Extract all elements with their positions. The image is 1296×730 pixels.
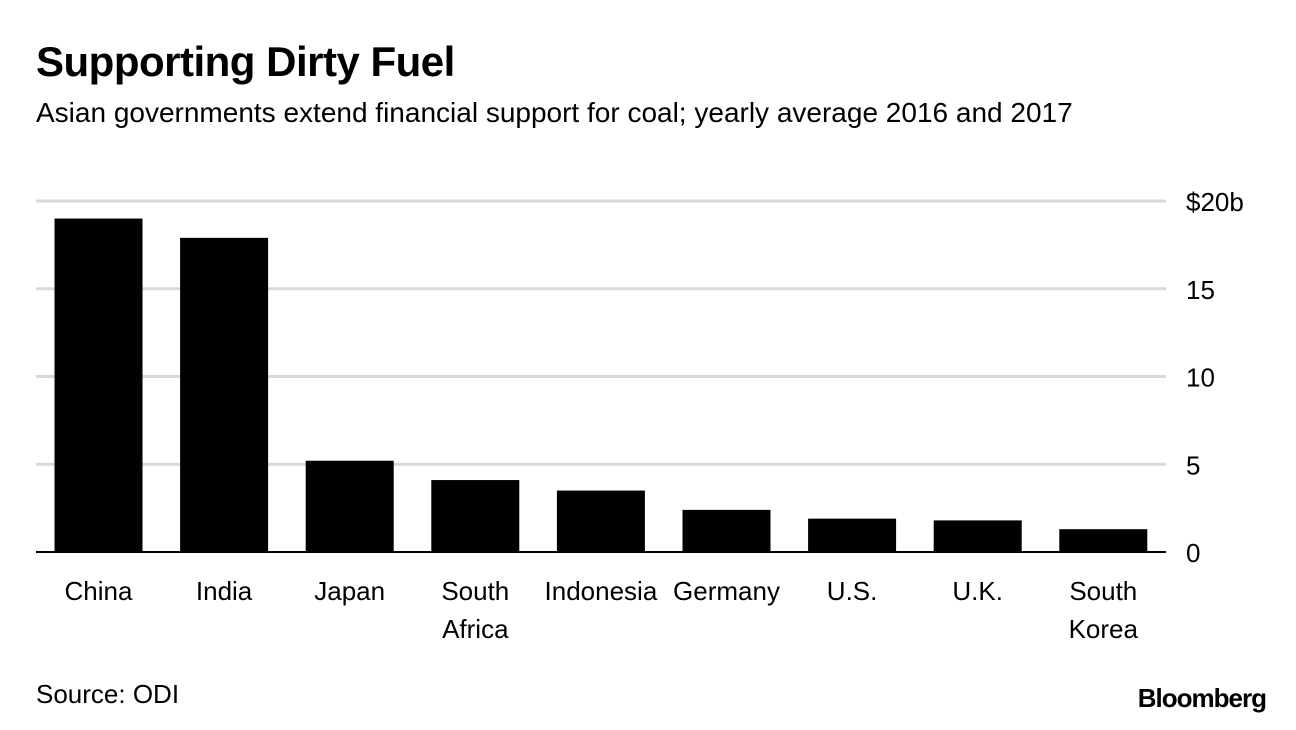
x-tick-label: India: [196, 576, 253, 606]
x-tick-labels: China India Japan South Africa Indonesia Germa…: [65, 576, 1139, 644]
y-tick-label: $20b: [1186, 187, 1244, 217]
bar: [180, 237, 269, 553]
y-tick-labels: 0 5 10 15 $20b: [1186, 187, 1244, 568]
x-tick-label: U.S.: [827, 576, 878, 606]
y-tick-label: 5: [1186, 450, 1200, 480]
x-tick-label: U.K.: [952, 576, 1003, 606]
bar: [431, 480, 520, 552]
bar: [933, 520, 1022, 552]
bar: [54, 218, 143, 553]
bar: [305, 460, 394, 552]
x-tick-label: Indonesia: [545, 576, 658, 606]
x-tick-label: South Korea: [1069, 576, 1139, 644]
chart-subtitle: Asian governments extend financial suppo…: [36, 97, 1073, 128]
bloomberg-logo: Bloomberg: [1137, 683, 1267, 713]
x-tick-label: South Africa: [441, 576, 509, 644]
bar: [556, 490, 645, 552]
bars: [54, 218, 1148, 553]
bar: [808, 518, 897, 552]
y-tick-label: 0: [1186, 538, 1200, 568]
y-tick-label: 10: [1186, 363, 1215, 393]
chart-title: Supporting Dirty Fuel: [36, 38, 455, 85]
source-note: Source: ODI: [36, 679, 180, 709]
x-tick-label: Germany: [673, 576, 780, 606]
bar: [1059, 529, 1148, 552]
x-tick-label: China: [65, 576, 133, 606]
y-tick-label: 15: [1186, 275, 1215, 305]
bar: [682, 509, 771, 552]
x-tick-label: Japan: [314, 576, 385, 606]
